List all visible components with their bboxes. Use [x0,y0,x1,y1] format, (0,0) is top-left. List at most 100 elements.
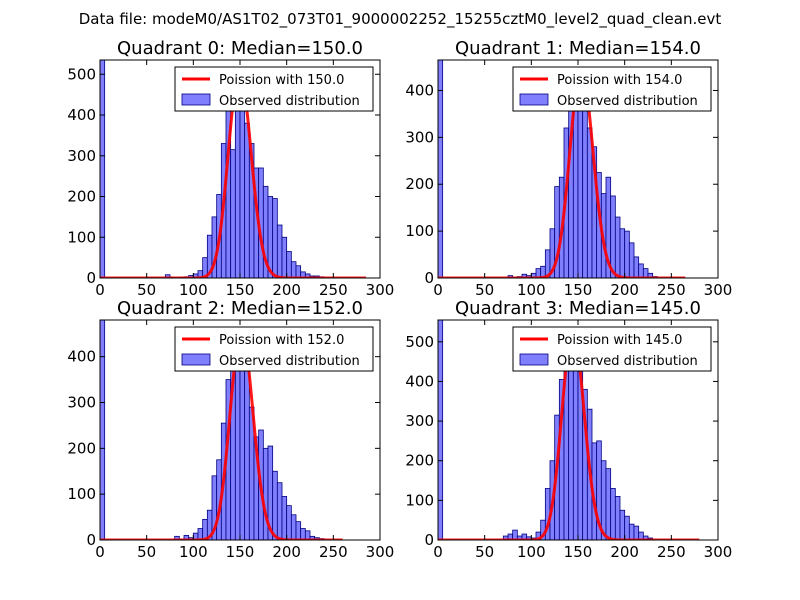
histogram-bar [290,261,297,278]
plot-area [100,320,343,540]
histogram-bar [628,523,635,540]
quadrant-3-plot: 0 50 100 150 200 250 300 0 100 200 300 400 500 Quadra… [405,298,732,561]
histogram-bar [295,265,302,278]
legend-poisson-label: Poission with 150.0 [219,73,344,88]
histogram-bar [100,60,106,278]
x-tick-label: 50 [137,281,156,299]
x-tick-label: 250 [319,543,348,561]
x-tick-label: 200 [272,281,301,299]
legend: Poission with 152.0 Observed distribution [174,326,374,372]
y-tick-label: 200 [67,188,96,206]
x-tick-label: 300 [704,543,733,561]
x-tick-label: 50 [475,543,494,561]
y-tick-label: 300 [405,412,434,430]
histogram-bar [239,96,246,278]
y-tick-label: 200 [405,175,434,193]
y-tick-label: 200 [67,439,96,457]
legend-bar-swatch [519,353,549,366]
histogram-bar [281,236,288,278]
histogram-bar [244,122,250,278]
x-tick-label: 100 [179,281,208,299]
legend-observed-label: Observed distribution [219,354,360,369]
y-tick-label: 400 [405,372,434,390]
y-tick-label: 100 [67,485,96,503]
histogram-bar [272,198,278,278]
quadrant-1-plot: 0 50 100 150 200 250 300 0 100 200 300 400 Quadrant … [405,38,732,299]
legend-observed-label: Observed distribution [557,94,698,109]
legend-poisson-label: Poission with 154.0 [557,73,682,88]
x-tick-label: 250 [657,543,686,561]
y-tick-label: 300 [67,394,96,412]
x-tick-label: 250 [319,281,348,299]
figure-title: Data file: modeM0/AS1T02_073T01_90000022… [79,10,722,29]
histogram-bar [624,230,630,278]
legend: Poission with 145.0 Observed distribution [512,326,712,372]
x-tick-label: 0 [95,543,105,561]
subplot-title: Quadrant 0: Median=150.0 [117,38,363,59]
histogram-bar [614,216,621,278]
quadrant-2-plot: 0 50 100 150 200 250 300 0 100 200 300 400 Quadrant … [67,298,394,561]
y-tick-label: 200 [405,452,434,470]
histogram-bar [610,488,616,540]
x-tick-label: 200 [610,281,639,299]
y-tick-label: 0 [424,269,434,287]
y-tick-label: 100 [405,491,434,509]
legend: Poission with 150.0 Observed distribution [174,66,374,112]
y-tick-label: 0 [86,531,96,549]
histogram-bar [582,97,588,278]
histogram-bar [624,515,630,540]
histogram-bar [633,525,640,540]
x-tick-label: 100 [517,543,546,561]
histogram-bar [586,127,593,278]
y-tick-label: 400 [67,106,96,124]
histogram-bar [290,514,297,540]
histogram-bar [100,320,106,540]
subplot-title: Quadrant 3: Median=145.0 [455,298,701,319]
x-tick-label: 50 [137,543,156,561]
x-tick-label: 100 [179,543,208,561]
histogram-bar [619,509,626,540]
histogram-bar [281,496,288,540]
subplot-title: Quadrant 1: Median=154.0 [455,38,701,59]
y-tick-label: 500 [67,65,96,83]
x-tick-label: 200 [610,543,639,561]
poisson-curve [438,67,686,278]
legend-box [512,66,712,112]
histogram-bar [295,521,302,540]
histogram-bar [230,149,236,278]
x-tick-label: 250 [657,281,686,299]
x-tick-label: 0 [95,281,105,299]
legend-poisson-label: Poission with 152.0 [219,333,344,348]
y-tick-label: 400 [67,348,96,366]
legend-bar-swatch [181,353,211,366]
histogram-bar [276,224,283,278]
histogram-bar [438,320,444,540]
histogram-bar [638,263,644,278]
histogram-bar [276,482,283,540]
histogram-bar [286,251,292,278]
histogram-bar [572,361,579,540]
x-tick-label: 100 [517,281,546,299]
subplot-title: Quadrant 2: Median=152.0 [117,298,363,319]
histogram-bar [438,60,444,278]
legend-bar-swatch [519,93,549,106]
x-tick-label: 50 [475,281,494,299]
histogram-bar [272,470,278,540]
histogram-bar [239,342,246,540]
legend-bar-swatch [181,93,211,106]
x-tick-label: 0 [433,543,443,561]
y-tick-label: 0 [424,531,434,549]
x-tick-label: 300 [366,543,395,561]
quadrant-0-plot: 0 50 100 150 200 250 300 0 100 200 300 400 500 Quadra… [67,38,394,299]
y-tick-label: 400 [405,81,434,99]
histogram-bar [300,528,306,540]
legend-observed-label: Observed distribution [219,94,360,109]
histogram-bar [628,242,635,278]
histogram-bar [202,518,208,540]
x-tick-label: 150 [564,543,593,561]
x-tick-label: 150 [226,543,255,561]
y-tick-label: 500 [405,333,434,351]
x-tick-label: 300 [366,281,395,299]
x-tick-label: 150 [564,281,593,299]
